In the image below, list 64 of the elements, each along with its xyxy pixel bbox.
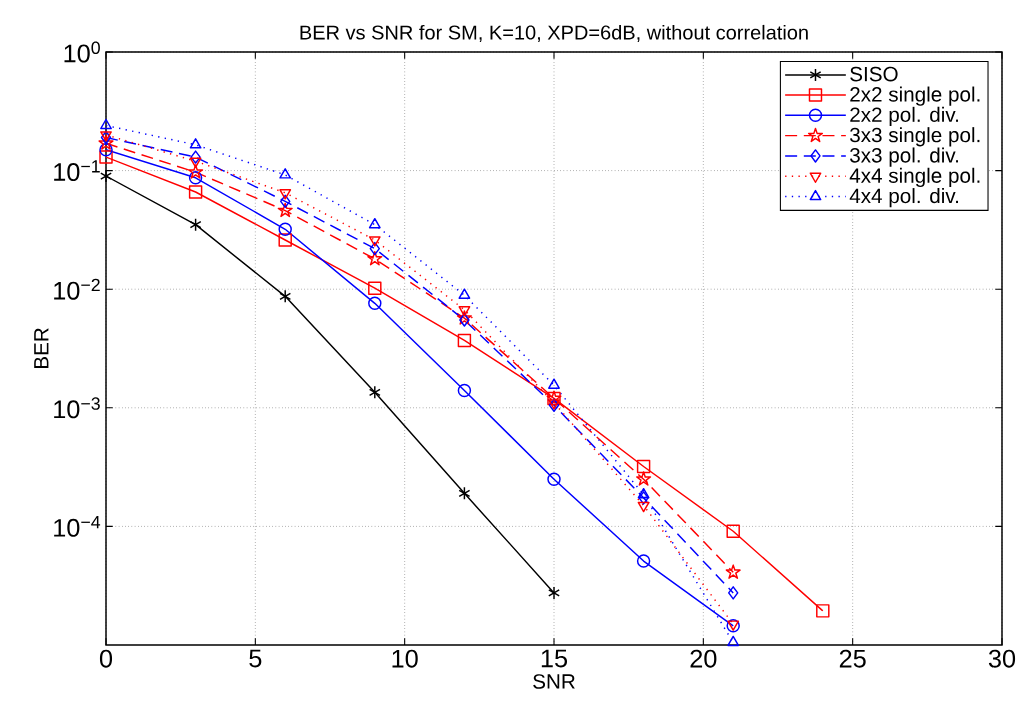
point (99, 150, 113, 164)
point (636, 471, 652, 486)
point (726, 524, 740, 538)
point (189, 217, 202, 232)
point (278, 222, 292, 237)
point (638, 491, 649, 505)
x-tick-label: 5 (249, 649, 262, 668)
y-tick-label: 10$^{−3}$ (54, 397, 100, 419)
point (727, 586, 739, 600)
point (279, 289, 292, 304)
y-axis-title: BER (34, 328, 49, 369)
point (277, 202, 293, 218)
point (458, 486, 471, 501)
point (369, 241, 381, 256)
x-axis-title: SNR (533, 674, 575, 689)
point (547, 472, 561, 486)
point (368, 281, 382, 295)
point (457, 383, 472, 398)
legend-label: 4x4 pol. div. (849, 188, 958, 208)
point (189, 138, 202, 149)
point (548, 378, 560, 389)
point (368, 385, 381, 400)
point (727, 635, 740, 647)
y-tick-label: 10$^{−2}$ (54, 278, 100, 300)
x-tick-label: 30 (988, 649, 1016, 668)
point (368, 236, 381, 247)
x-tick-label: 10 (392, 649, 418, 668)
point (637, 501, 650, 513)
x-tick-label: 0 (99, 649, 113, 668)
x-tick-label: 15 (541, 649, 568, 668)
chart-title: BER vs SNR for SM, K=10, XPD=6dB, without correlation (300, 24, 808, 42)
legend-label: 2x2 pol. div. (850, 106, 958, 127)
point (458, 306, 471, 317)
point (457, 333, 472, 348)
point (636, 459, 651, 474)
point (188, 171, 203, 185)
point (636, 554, 651, 568)
point (100, 118, 112, 130)
point (99, 142, 113, 157)
x-tick-label: 20 (690, 649, 717, 668)
legend-label: SISO (850, 66, 898, 82)
point (458, 288, 471, 299)
point (188, 185, 203, 199)
y-tick-label: 10$^{0}$ (64, 41, 100, 63)
point (278, 233, 292, 247)
point (100, 169, 112, 183)
point (98, 135, 114, 150)
point (279, 168, 292, 179)
point (368, 217, 381, 229)
point (816, 604, 830, 618)
point (367, 250, 383, 266)
legend-label: 2x2 single pol. (850, 86, 980, 106)
legend-label: 4x4 single pol. (849, 167, 980, 188)
legend-label: 3x3 pol. div. (850, 147, 958, 167)
point (725, 564, 741, 579)
point (368, 296, 382, 311)
y-tick-label: 10$^{−4}$ (54, 516, 101, 537)
y-tick-label: 10$^{−1}$ (54, 160, 100, 181)
point (279, 194, 291, 209)
point (279, 189, 292, 200)
point (190, 150, 201, 164)
x-tick-label: 25 (839, 649, 866, 668)
legend-label: 3x3 single pol. (850, 127, 980, 147)
point (548, 586, 560, 600)
